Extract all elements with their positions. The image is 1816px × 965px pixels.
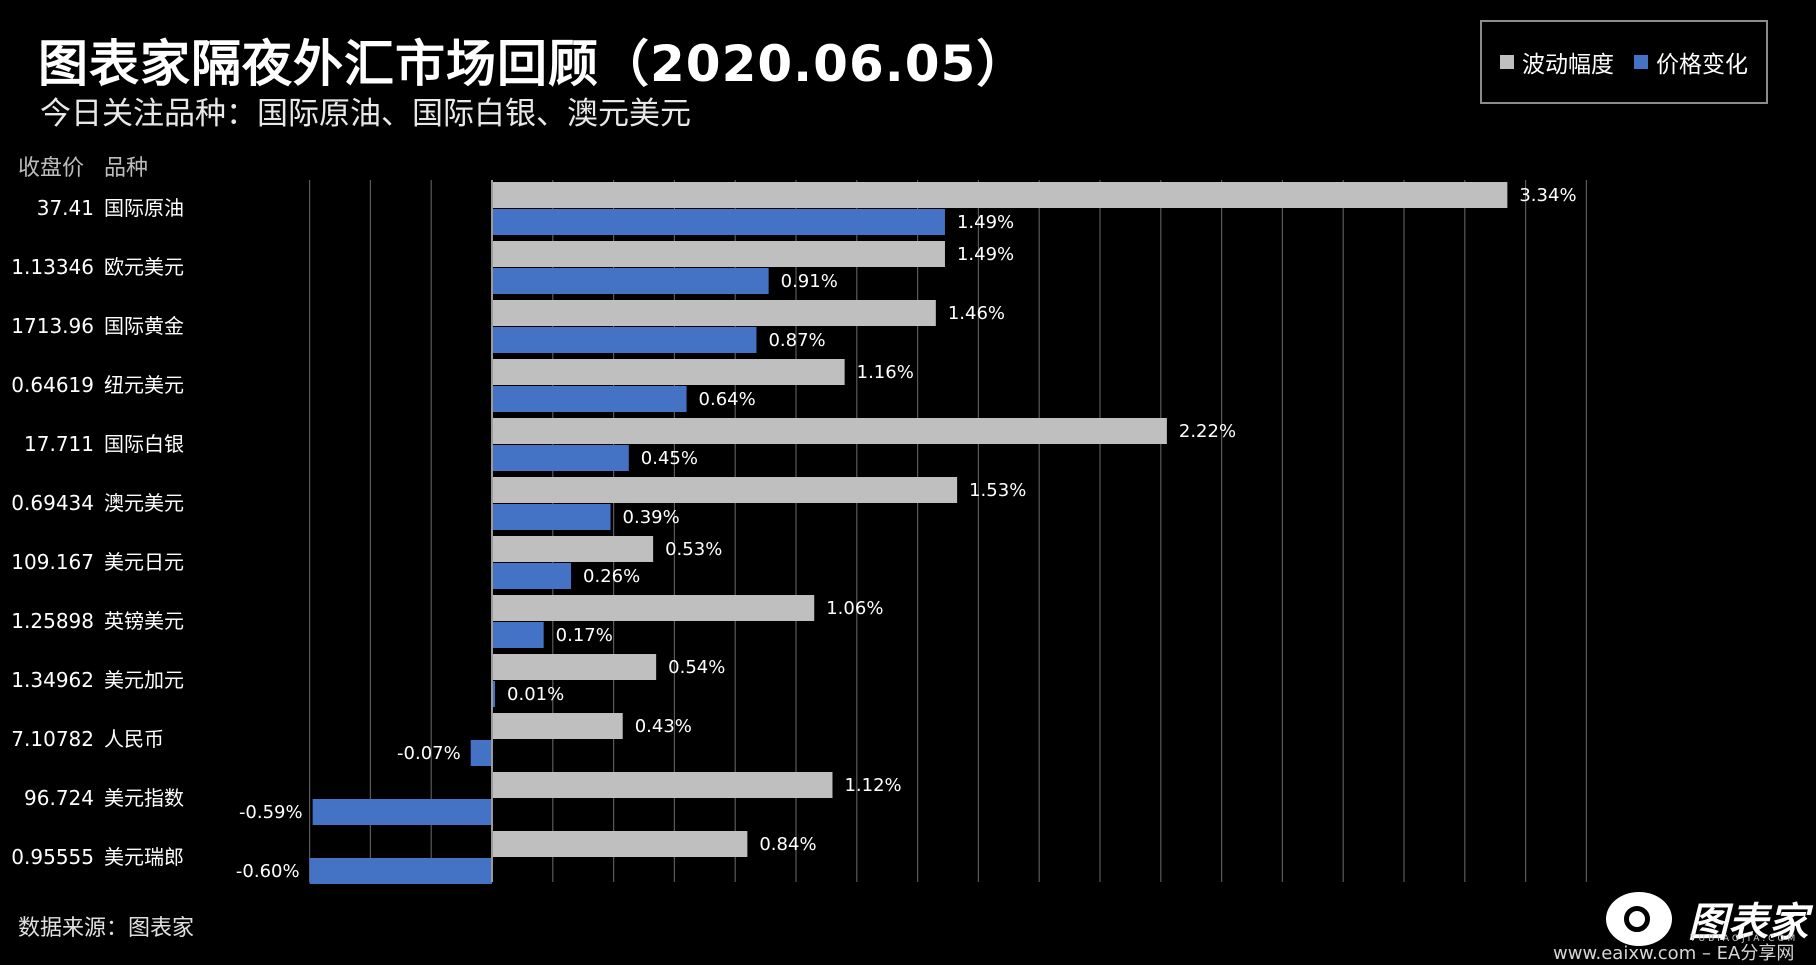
bar-change [492,504,611,530]
bar-range [492,654,657,680]
data-label-range: 1.16% [857,362,914,383]
category-label: 美元指数 [104,786,184,810]
bar-range [492,300,936,326]
bar-range [492,359,845,385]
close-price-label: 0.95555 [11,845,94,869]
data-label-range: 0.84% [759,834,816,855]
bar-change [492,681,496,707]
close-price-label: 1713.96 [11,314,94,338]
watermark: www.eaixw.com – EA分享网 [1553,943,1795,964]
brand-logo: 图表家 TUBIAOJIA.COM [1606,890,1816,965]
category-label: 国际白银 [104,432,184,456]
legend-item-range: 波动幅度 [1500,45,1614,79]
close-price-label: 17.711 [24,432,94,456]
bar-change [492,268,769,294]
category-label: 人民币 [104,727,164,751]
logo-text: 图表家 [1688,900,1808,946]
logo-subtext: TUBIAOJIA.COM [1690,934,1799,944]
data-label-change: -0.60% [236,861,300,882]
bar-change [492,327,757,353]
chart-legend: 波动幅度 价格变化 [1480,20,1768,104]
bar-change [492,563,572,589]
bar-range [492,713,623,739]
close-price-label: 1.25898 [11,609,94,633]
data-label-change: 0.64% [699,389,756,410]
bar-range [492,831,748,857]
data-label-range: 1.49% [957,244,1014,265]
close-price-label: 109.167 [11,550,94,574]
data-label-range: 0.43% [635,716,692,737]
close-price-label: 1.13346 [11,255,94,279]
close-price-label: 37.41 [37,196,94,220]
data-label-change: 0.26% [583,566,640,587]
bar-change [309,858,492,884]
data-label-range: 3.34% [1519,185,1576,206]
data-source: 数据来源：图表家 [18,916,195,941]
legend-item-change: 价格变化 [1634,45,1748,79]
data-label-change: 0.39% [623,507,680,528]
data-label-change: -0.59% [239,802,303,823]
category-label: 国际原油 [104,196,184,220]
category-label: 美元加元 [104,668,184,692]
bar-change [492,622,544,648]
data-label-change: -0.07% [397,743,461,764]
data-label-range: 2.22% [1179,421,1236,442]
data-label-change: 1.49% [957,212,1014,233]
bar-change [312,799,492,825]
bar-range [492,418,1167,444]
category-label: 美元日元 [104,550,184,574]
bar-change [492,386,687,412]
bar-range [492,477,958,503]
bar-range [492,595,815,621]
bar-change [470,740,492,766]
close-price-label: 7.10782 [11,727,94,751]
data-label-range: 0.54% [668,657,725,678]
data-label-change: 0.01% [507,684,564,705]
category-label: 欧元美元 [104,255,184,279]
bar-change [492,445,629,471]
close-price-label: 0.69434 [11,491,94,515]
data-label-range: 0.53% [665,539,722,560]
close-price-label: 1.34962 [11,668,94,692]
chart-title: 图表家隔夜外汇市场回顾（2020.06.05） [38,35,1028,93]
data-label-range: 1.12% [844,775,901,796]
data-label-range: 1.06% [826,598,883,619]
bar-range [492,182,1508,208]
column-header-price: 收盘价 [18,156,85,181]
bar-range [492,241,945,267]
category-label: 纽元美元 [104,373,184,397]
chart-subtitle: 今日关注品种：国际原油、国际白银、澳元美元 [40,96,691,132]
bar-change [492,209,945,235]
close-price-label: 0.64619 [11,373,94,397]
category-label: 美元瑞郎 [104,845,184,869]
data-label-change: 0.91% [781,271,838,292]
data-label-range: 1.53% [969,480,1026,501]
data-label-change: 0.45% [641,448,698,469]
category-label: 英镑美元 [104,609,184,633]
data-label-range: 1.46% [948,303,1005,324]
category-label: 澳元美元 [104,491,184,515]
legend-label-change: 价格变化 [1656,52,1748,78]
data-label-change: 0.87% [768,330,825,351]
legend-swatch-range [1500,55,1514,69]
bar-range [492,536,654,562]
category-label: 国际黄金 [104,314,184,338]
bar-range [492,772,833,798]
legend-label-range: 波动幅度 [1522,52,1614,78]
legend-swatch-change [1634,55,1648,69]
column-header-instrument: 品种 [104,156,149,181]
data-label-change: 0.17% [556,625,613,646]
close-price-label: 96.724 [24,786,94,810]
logo-icon [1606,892,1672,946]
